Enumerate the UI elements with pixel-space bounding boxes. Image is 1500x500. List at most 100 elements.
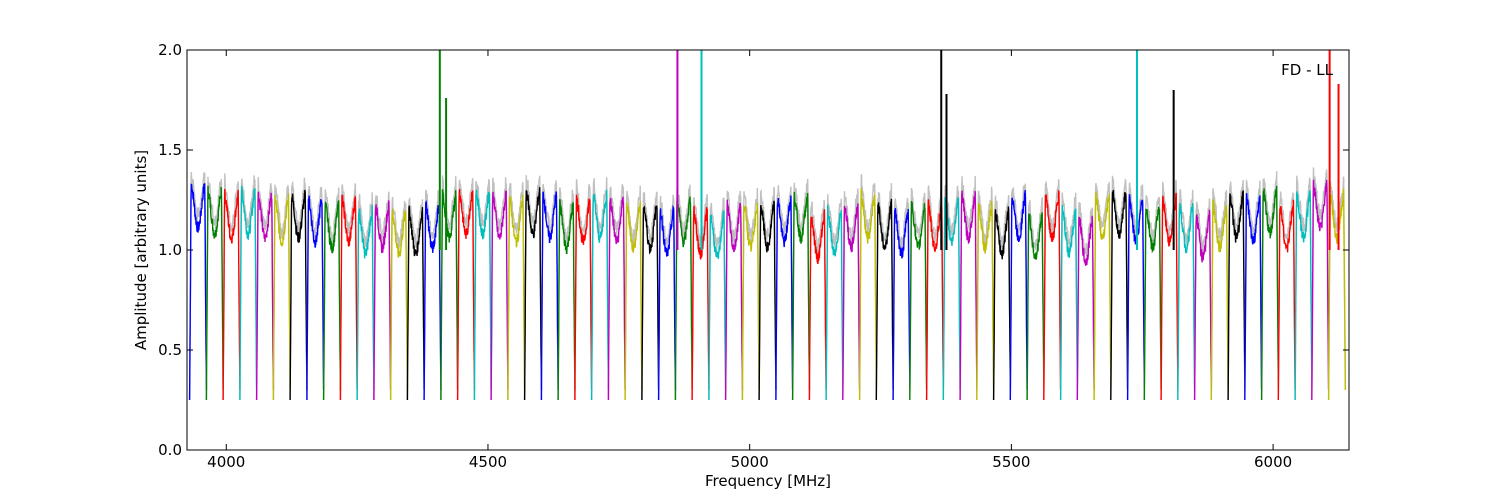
channel-trace-12	[373, 200, 392, 401]
y-tick-label-0: 0.0	[158, 441, 182, 459]
reference-trace-34	[741, 187, 760, 401]
reference-trace-69	[1327, 176, 1346, 401]
channel-trace-28	[641, 205, 660, 401]
reference-trace-19	[490, 177, 509, 401]
reference-trace-49	[992, 195, 1011, 401]
reference-trace-11	[356, 192, 375, 401]
channel-trace-26	[607, 196, 626, 401]
reference-trace-13	[389, 196, 409, 401]
channel-trace-68	[1311, 179, 1330, 401]
reference-trace-17	[456, 178, 476, 401]
reference-trace-7	[289, 177, 308, 401]
channel-trace-27	[624, 201, 643, 401]
channel-trace-20	[507, 194, 526, 401]
channel-trace-7	[289, 189, 308, 401]
panel-annotation: FD - LL	[1281, 61, 1333, 79]
channel-trace-35	[758, 200, 777, 401]
reference-trace-53	[1059, 192, 1078, 401]
channel-trace-16	[440, 189, 459, 401]
channel-trace-48	[976, 200, 995, 401]
channel-trace-3	[222, 188, 241, 401]
tick-layer: 4000 4500 5000 5500 6000 0.0 0.5 1.0 1.5 2.0	[158, 41, 1349, 471]
channel-trace-9	[322, 200, 342, 401]
x-tick-label-4000: 4000	[207, 453, 245, 471]
reference-trace-24	[574, 179, 593, 401]
channel-trace-5	[255, 191, 275, 401]
channel-trace-69	[1327, 187, 1346, 401]
channel-trace-62	[1210, 199, 1229, 401]
reference-trace-6	[272, 184, 291, 401]
channel-trace-25	[590, 189, 610, 401]
y-axis-label: Amplitude [arbitrary units]	[132, 150, 150, 350]
y-tick-label-4: 2.0	[158, 41, 182, 59]
channel-trace-37	[791, 191, 811, 401]
channel-trace-2	[205, 185, 224, 401]
channel-trace-36	[775, 195, 794, 401]
reference-trace-66	[1277, 191, 1296, 401]
channel-trace-42	[875, 198, 894, 401]
channel-trace-57	[1126, 194, 1145, 401]
channel-trace-6	[272, 193, 291, 401]
reference-trace-51	[1026, 197, 1045, 401]
channel-trace-60	[1177, 202, 1196, 401]
reference-trace-3	[222, 173, 241, 401]
channel-trace-52	[1043, 190, 1062, 401]
channel-trace-40	[842, 203, 861, 401]
x-axis-label: Frequency [MHz]	[705, 472, 831, 490]
reference-trace-4	[239, 175, 258, 401]
channel-trace-32	[708, 210, 727, 401]
x-tick-label-5000: 5000	[731, 453, 769, 471]
reference-trace-2	[205, 176, 224, 401]
channel-trace-43	[892, 208, 911, 401]
channel-trace-58	[1143, 206, 1162, 401]
reference-trace-27	[624, 185, 643, 401]
channel-trace-22	[540, 191, 559, 401]
x-tick-label-5500: 5500	[992, 453, 1030, 471]
channel-trace-18	[473, 189, 492, 401]
y-tick-label-3: 1.5	[158, 141, 182, 159]
reference-trace-41	[858, 173, 877, 401]
reference-trace-35	[758, 186, 777, 401]
channel-trace-44	[909, 200, 928, 401]
channel-trace-67	[1294, 190, 1313, 401]
channel-trace-49	[992, 206, 1011, 401]
channel-trace-38	[808, 209, 827, 401]
x-tick-label-6000: 6000	[1254, 453, 1292, 471]
reference-trace-5	[255, 177, 275, 401]
channel-trace-1	[188, 183, 208, 401]
reference-trace-54	[1076, 202, 1095, 401]
channel-trace-65	[1260, 185, 1279, 401]
channel-trace-13	[389, 208, 409, 401]
reference-trace-20	[507, 182, 526, 401]
channel-trace-61	[1193, 209, 1212, 401]
channel-trace-64	[1244, 193, 1263, 401]
reference-trace-39	[825, 194, 844, 401]
channel-trace-54	[1076, 215, 1095, 401]
channel-trace-56	[1110, 189, 1129, 401]
channel-trace-14	[406, 205, 425, 401]
reference-trace-64	[1244, 178, 1263, 401]
channel-trace-17	[456, 189, 476, 401]
channel-trace-29	[657, 204, 677, 401]
reference-trace-47	[959, 175, 978, 401]
channel-trace-55	[1093, 191, 1112, 401]
reference-trace-57	[1126, 182, 1145, 401]
channel-trace-63	[1227, 190, 1246, 401]
reference-trace-63	[1227, 179, 1246, 401]
channel-trace-24	[574, 194, 593, 401]
y-tick-label-1: 0.5	[158, 341, 182, 359]
reference-trace-28	[641, 191, 660, 401]
reference-trace-25	[590, 177, 610, 401]
reference-trace-21	[523, 175, 543, 401]
channel-trace-4	[239, 185, 258, 401]
channel-trace-21	[523, 187, 543, 401]
channel-trace-31	[691, 205, 710, 401]
channel-trace-53	[1059, 204, 1078, 401]
channel-trace-11	[356, 204, 375, 401]
reference-trace-37	[791, 178, 811, 401]
channel-trace-10	[339, 194, 358, 401]
reference-trace-36	[775, 185, 794, 401]
reference-trace-9	[322, 187, 342, 401]
reference-trace-52	[1043, 179, 1062, 401]
